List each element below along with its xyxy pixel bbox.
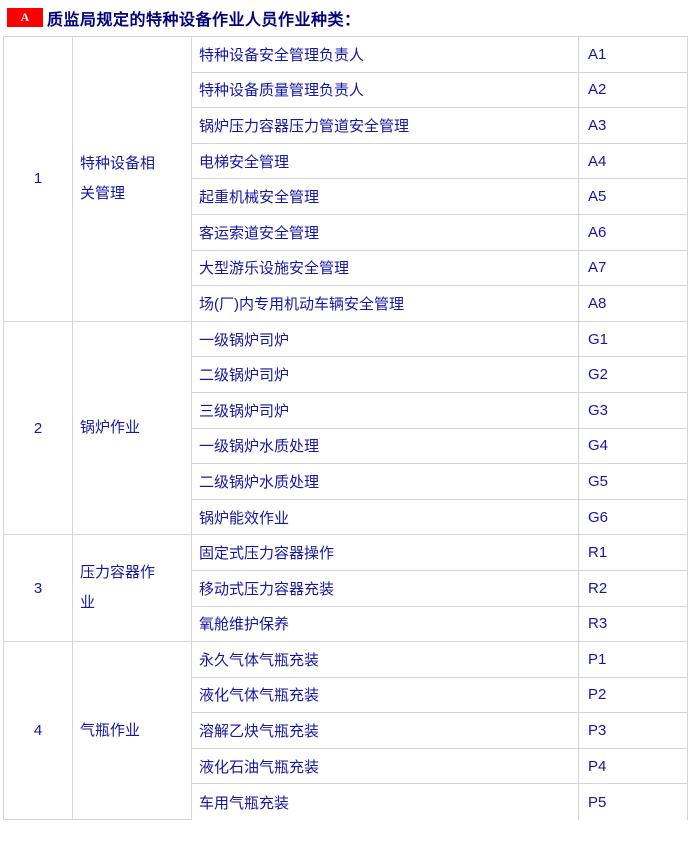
table-row: 特种设备质量管理负责人 A2 bbox=[4, 71, 688, 109]
table-row: 电梯安全管理 A4 bbox=[4, 142, 688, 180]
table-row: 二级锅炉司炉 G2 bbox=[4, 356, 688, 393]
table-row: 三级锅炉司炉 G3 bbox=[4, 391, 688, 429]
section-category-cell: 气瓶作业 bbox=[72, 641, 192, 821]
section-category-cell: 特种设备相关管理 bbox=[72, 36, 192, 322]
item-code-cell: A6 bbox=[578, 213, 688, 251]
item-name-cell: 液化石油气瓶充装 bbox=[191, 747, 579, 785]
item-name-cell: 二级锅炉水质处理 bbox=[191, 463, 579, 500]
item-code-cell: G6 bbox=[578, 498, 688, 536]
item-name-cell: 三级锅炉司炉 bbox=[191, 391, 579, 429]
table-row: 1 特种设备相关管理 特种设备安全管理负责人 A1 bbox=[3, 36, 688, 322]
item-name-cell: 液化气体气瓶充装 bbox=[191, 676, 579, 714]
table-row: 锅炉压力容器压力管道安全管理 A3 bbox=[4, 107, 688, 144]
table-row: 移动式压力容器充装 R2 bbox=[4, 569, 688, 607]
page-title-bar: A 质监局规定的特种设备作业人员作业种类： bbox=[7, 8, 689, 29]
item-name-cell: 移动式压力容器充装 bbox=[191, 569, 579, 607]
item-code-cell: P1 bbox=[578, 641, 688, 678]
table-row: 起重机械安全管理 A5 bbox=[4, 178, 688, 215]
item-name-cell: 一级锅炉司炉 bbox=[191, 320, 579, 358]
item-code-cell: G2 bbox=[578, 356, 688, 393]
item-code-cell: R1 bbox=[578, 534, 688, 571]
item-code-cell: A8 bbox=[578, 285, 688, 322]
item-name-cell: 场(厂)内专用机动车辆安全管理 bbox=[191, 285, 579, 322]
item-name-cell: 一级锅炉水质处理 bbox=[191, 427, 579, 465]
item-code-cell: P3 bbox=[578, 712, 688, 749]
item-name-cell: 氧舱维护保养 bbox=[191, 605, 579, 643]
section-number-cell: 1 bbox=[3, 36, 73, 322]
section-number-cell: 3 bbox=[3, 534, 73, 643]
item-name-cell: 永久气体气瓶充装 bbox=[191, 641, 579, 678]
item-code-cell: R3 bbox=[578, 605, 688, 643]
section-number-cell: 2 bbox=[3, 320, 73, 536]
item-name-cell: 特种设备质量管理负责人 bbox=[191, 71, 579, 109]
item-code-cell: A4 bbox=[578, 142, 688, 180]
section-category-cell: 压力容器作业 bbox=[72, 534, 192, 643]
table-row: 场(厂)内专用机动车辆安全管理 A8 bbox=[4, 285, 688, 322]
item-name-cell: 特种设备安全管理负责人 bbox=[191, 36, 579, 73]
item-code-cell: P2 bbox=[578, 676, 688, 714]
item-code-cell: G3 bbox=[578, 391, 688, 429]
item-code-cell: A5 bbox=[578, 178, 688, 215]
categories-table: 1 特种设备相关管理 特种设备安全管理负责人 A1 特种设备质量管理负责人 A2 锅炉压力容… bbox=[3, 36, 688, 821]
item-name-cell: 锅炉能效作业 bbox=[191, 498, 579, 536]
table-row: 氧舱维护保养 R3 bbox=[4, 605, 688, 643]
page-title: 质监局规定的特种设备作业人员作业种类： bbox=[47, 11, 361, 29]
table-row: 大型游乐设施安全管理 A7 bbox=[4, 249, 688, 287]
item-name-cell: 二级锅炉司炉 bbox=[191, 356, 579, 393]
item-code-cell: A3 bbox=[578, 107, 688, 144]
item-code-cell: A7 bbox=[578, 249, 688, 287]
table-row: 客运索道安全管理 A6 bbox=[4, 213, 688, 251]
item-name-cell: 客运索道安全管理 bbox=[191, 213, 579, 251]
table-row: 4 气瓶作业 永久气体气瓶充装 P1 bbox=[3, 641, 688, 821]
table-row: 二级锅炉水质处理 G5 bbox=[4, 463, 688, 500]
table-row: 3 压力容器作业 固定式压力容器操作 R1 bbox=[3, 534, 688, 643]
table-row: 液化石油气瓶充装 P4 bbox=[4, 747, 688, 785]
item-code-cell: A1 bbox=[578, 36, 688, 73]
item-name-cell: 大型游乐设施安全管理 bbox=[191, 249, 579, 287]
table-row: 液化气体气瓶充装 P2 bbox=[4, 676, 688, 714]
section-letter-badge: A bbox=[7, 8, 43, 27]
item-code-cell: G5 bbox=[578, 463, 688, 500]
item-code-cell: G1 bbox=[578, 320, 688, 358]
item-code-cell: R2 bbox=[578, 569, 688, 607]
table-row: 2 锅炉作业 一级锅炉司炉 G1 bbox=[3, 320, 688, 536]
section-number-cell: 4 bbox=[3, 641, 73, 821]
item-name-cell: 溶解乙炔气瓶充装 bbox=[191, 712, 579, 749]
item-name-cell: 起重机械安全管理 bbox=[191, 178, 579, 215]
item-code-cell: P4 bbox=[578, 747, 688, 785]
table-row: 锅炉能效作业 G6 bbox=[4, 498, 688, 536]
item-code-cell: P5 bbox=[578, 783, 688, 820]
item-name-cell: 车用气瓶充装 bbox=[191, 783, 579, 820]
section-category-cell: 锅炉作业 bbox=[72, 320, 192, 536]
table-body: 1 特种设备相关管理 特种设备安全管理负责人 A1 特种设备质量管理负责人 A2 锅炉压力容… bbox=[3, 36, 688, 821]
item-name-cell: 固定式压力容器操作 bbox=[191, 534, 579, 571]
item-code-cell: A2 bbox=[578, 71, 688, 109]
item-name-cell: 锅炉压力容器压力管道安全管理 bbox=[191, 107, 579, 144]
table-row: 车用气瓶充装 P5 bbox=[4, 783, 688, 820]
item-code-cell: G4 bbox=[578, 427, 688, 465]
table-row: 溶解乙炔气瓶充装 P3 bbox=[4, 712, 688, 749]
item-name-cell: 电梯安全管理 bbox=[191, 142, 579, 180]
